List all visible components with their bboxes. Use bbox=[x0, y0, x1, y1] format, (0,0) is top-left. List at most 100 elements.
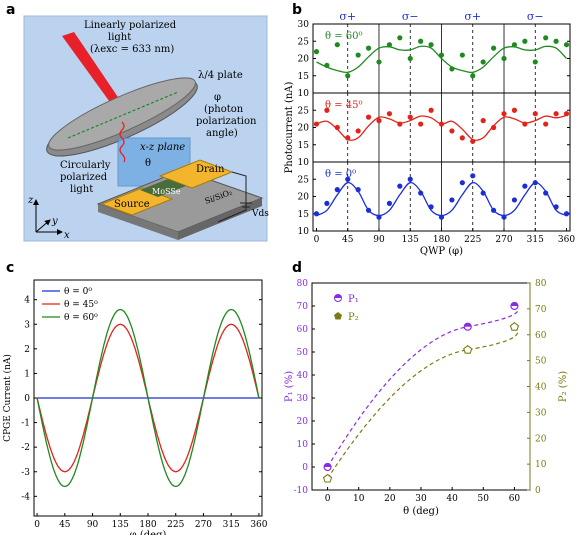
y-tick-label: 10 bbox=[297, 440, 309, 450]
x-tick-label: 315 bbox=[223, 520, 240, 530]
x-tick-label: 270 bbox=[195, 520, 212, 530]
y-tick-label: 25 bbox=[298, 175, 310, 185]
x-tick-label: 315 bbox=[527, 235, 544, 245]
x-tick-label: 360 bbox=[250, 520, 267, 530]
plane-label: x-z plane bbox=[140, 142, 185, 153]
data-point bbox=[438, 121, 445, 127]
drain-label: Drain bbox=[196, 164, 225, 175]
x-tick-label: 60 bbox=[509, 494, 521, 504]
right-y-tick-label: 10 bbox=[535, 460, 547, 470]
data-point bbox=[376, 59, 382, 65]
data-point bbox=[563, 42, 570, 48]
phi-label-line-4: angle) bbox=[206, 128, 238, 139]
x-axis-label: x bbox=[64, 230, 70, 241]
data-point bbox=[324, 200, 330, 206]
phi-label-line-2: (photon bbox=[204, 104, 244, 115]
circular-label-line-1: Circularly bbox=[60, 160, 111, 171]
x-tick-label: 45 bbox=[342, 235, 354, 245]
y-tick-label: 2 bbox=[24, 345, 30, 355]
substrate-side bbox=[98, 204, 178, 240]
cpge-chart: -4 -3 -2 -1 0 1 2 3 4 0 45 90 135 180 225 270 315 360 θ = … bbox=[2, 279, 268, 535]
data-point bbox=[501, 214, 507, 220]
data-point bbox=[511, 42, 518, 48]
y-tick-label: 20 bbox=[297, 417, 309, 427]
y-axis-label: y bbox=[51, 216, 58, 227]
data-point bbox=[365, 45, 372, 51]
panel-label-b: b bbox=[292, 2, 303, 18]
legend-marker-fill bbox=[334, 294, 342, 298]
right-y-tick-label: 30 bbox=[535, 408, 547, 418]
y-tick-label: 10 bbox=[298, 227, 310, 237]
data-point bbox=[490, 207, 497, 213]
data-point bbox=[501, 111, 507, 117]
data-point bbox=[459, 135, 465, 141]
data-point bbox=[438, 214, 445, 220]
data-point bbox=[543, 35, 549, 41]
right-y-tick-label: 0 bbox=[535, 486, 541, 496]
source-label: Source bbox=[114, 199, 150, 210]
y-axis-title-right: P₂ (%) bbox=[558, 371, 569, 402]
x-tick-label: 0 bbox=[34, 520, 40, 530]
data-point bbox=[438, 52, 445, 58]
x-axis-title: θ (deg) bbox=[403, 506, 439, 517]
x-tick-label: 225 bbox=[167, 520, 184, 530]
y-tick-label: -1 bbox=[21, 419, 30, 429]
polarization-label: σ+ bbox=[339, 10, 356, 23]
phi-label-line-3: polarization bbox=[196, 116, 257, 127]
y-tick-label: 50 bbox=[297, 348, 309, 358]
laser-label-line-1: Linearly polarized bbox=[84, 20, 177, 31]
legend-label: P₁ bbox=[348, 294, 359, 305]
y-axis-title: Photocurrent (nA) bbox=[284, 81, 295, 173]
data-point bbox=[407, 55, 413, 62]
data-point bbox=[470, 173, 476, 179]
phi-label-line-1: φ bbox=[214, 92, 221, 103]
data-point bbox=[334, 187, 340, 193]
data-point bbox=[386, 200, 393, 206]
laser-label-line-3: (λexc = 633 nm) bbox=[90, 44, 174, 55]
circular-label-line-3: light bbox=[70, 184, 93, 195]
data-point bbox=[313, 49, 320, 55]
legend-label: θ = 60⁰ bbox=[64, 313, 98, 323]
circular-light-wave bbox=[119, 121, 126, 163]
y-tick-label: 30 bbox=[297, 394, 309, 404]
vds-label: Vds bbox=[251, 209, 269, 219]
data-point bbox=[418, 190, 424, 196]
mosse-flake bbox=[140, 179, 186, 197]
data-point bbox=[428, 107, 434, 113]
right-y-tick-label: 70 bbox=[535, 305, 547, 315]
data-point bbox=[313, 211, 320, 217]
data-point bbox=[480, 118, 486, 124]
data-point bbox=[511, 197, 518, 203]
data-point bbox=[522, 183, 528, 189]
y-tick-label: 80 bbox=[297, 279, 309, 289]
data-point bbox=[428, 204, 434, 210]
data-point bbox=[532, 59, 538, 65]
quarter-wave-plate-top bbox=[48, 77, 196, 151]
data-point bbox=[376, 118, 382, 124]
laser-beam bbox=[62, 32, 128, 116]
data-point bbox=[334, 42, 340, 48]
series-trend-line bbox=[327, 305, 519, 468]
substrate-front bbox=[178, 198, 262, 240]
panel-label-d: d bbox=[292, 260, 303, 276]
y-tick-label: 0 bbox=[302, 463, 308, 473]
x-tick-label: 30 bbox=[415, 494, 427, 504]
data-point bbox=[345, 135, 351, 141]
plate-label: λ/4 plate bbox=[198, 70, 243, 81]
right-y-tick-label: 80 bbox=[535, 279, 547, 289]
circular-label-line-2: polarized bbox=[60, 172, 108, 183]
y-tick-label: 25 bbox=[298, 37, 310, 47]
y-tick-label: 1 bbox=[24, 369, 30, 379]
y-axis-title: CPGE Current (nA) bbox=[2, 354, 13, 442]
data-point bbox=[386, 42, 393, 48]
x-tick-label: 225 bbox=[464, 235, 481, 245]
polarization-ratio-chart: -10 0 10 20 30 40 50 60 70 80 0 10 20 30 40 50 60 70 80 0 10… bbox=[284, 279, 569, 517]
data-point bbox=[365, 114, 372, 120]
x-axis-title: φ (deg) bbox=[130, 530, 167, 535]
data-point bbox=[522, 38, 528, 44]
data-point bbox=[532, 111, 538, 117]
data-point bbox=[449, 197, 455, 203]
legend-label: P₂ bbox=[348, 312, 359, 323]
y-tick-label: 3 bbox=[24, 320, 30, 330]
data-point bbox=[480, 190, 486, 196]
